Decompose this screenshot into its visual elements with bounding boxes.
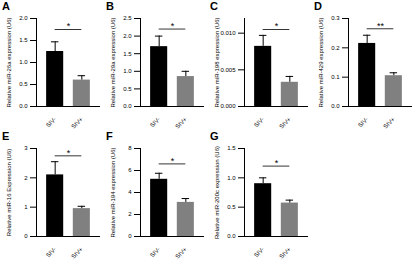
- html-text:F: F: [106, 130, 113, 142]
- svg-text:0.5: 0.5: [227, 204, 236, 210]
- svg-text:0.0: 0.0: [19, 103, 28, 109]
- svg-text:2: 2: [128, 211, 132, 217]
- svg-text:Relative miR-198 expression (U: Relative miR-198 expression (U6): [214, 17, 220, 107]
- svg-text:Relative miR-429 expression (U: Relative miR-429 expression (U6): [318, 17, 324, 107]
- svg-text:SIV+: SIV+: [278, 116, 292, 130]
- svg-text:SIV+: SIV+: [382, 116, 396, 130]
- svg-text:3: 3: [24, 145, 28, 151]
- svg-text:1.5: 1.5: [123, 51, 132, 57]
- svg-text:2.0: 2.0: [123, 33, 132, 39]
- svg-text:4: 4: [128, 189, 132, 195]
- svg-text:SIV-: SIV-: [45, 116, 57, 128]
- svg-text:SIV+: SIV+: [70, 116, 84, 130]
- svg-text:0.0: 0.0: [227, 233, 236, 239]
- svg-text:SIV+: SIV+: [278, 246, 292, 260]
- svg-text:2.0: 2.0: [19, 15, 28, 21]
- svg-text:2: 2: [24, 175, 28, 181]
- svg-text:0.000: 0.000: [220, 103, 236, 109]
- html-text:D: D: [314, 0, 322, 12]
- svg-text:Relative miR-29a expression (U: Relative miR-29a expression (U6): [110, 17, 116, 107]
- svg-text:*: *: [171, 156, 175, 166]
- svg-text:0.2: 0.2: [331, 45, 340, 51]
- svg-text:Relative miR-26a expression (U: Relative miR-26a expression (U6): [6, 17, 12, 107]
- svg-text:SIV-: SIV-: [45, 246, 57, 258]
- svg-text:0.010: 0.010: [220, 30, 236, 36]
- html-text:A: A: [2, 0, 10, 12]
- svg-text:1: 1: [24, 204, 28, 210]
- svg-text:SIV-: SIV-: [253, 116, 265, 128]
- svg-text:0.5: 0.5: [123, 86, 132, 92]
- svg-text:8: 8: [128, 145, 132, 151]
- html-text:G: G: [210, 130, 219, 142]
- svg-text:*: *: [275, 158, 279, 168]
- svg-text:SIV-: SIV-: [149, 246, 161, 258]
- svg-text:0.5: 0.5: [19, 81, 28, 87]
- svg-text:1.5: 1.5: [19, 37, 28, 43]
- svg-text:0.0: 0.0: [331, 103, 340, 109]
- svg-text:6: 6: [128, 167, 132, 173]
- svg-text:0: 0: [24, 233, 28, 239]
- svg-text:1.5: 1.5: [227, 145, 236, 151]
- svg-text:SIV+: SIV+: [174, 246, 188, 260]
- svg-text:SIV+: SIV+: [70, 246, 84, 260]
- svg-text:1.0: 1.0: [19, 59, 28, 65]
- svg-text:0.005: 0.005: [220, 67, 236, 73]
- svg-text:*: *: [275, 21, 279, 31]
- svg-text:SIV-: SIV-: [253, 246, 265, 258]
- svg-text:0.3: 0.3: [331, 15, 340, 21]
- html-text:B: B: [106, 0, 114, 12]
- svg-text:0.1: 0.1: [331, 74, 340, 80]
- svg-text:SIV-: SIV-: [149, 116, 161, 128]
- svg-text:SIV-: SIV-: [357, 116, 369, 128]
- svg-text:*: *: [67, 148, 71, 158]
- svg-text:2.5: 2.5: [123, 15, 132, 21]
- svg-text:1.0: 1.0: [227, 175, 236, 181]
- html-text:C: C: [210, 0, 218, 12]
- html-text:E: E: [2, 130, 10, 142]
- svg-text:*: *: [67, 21, 71, 31]
- svg-text:0: 0: [128, 233, 132, 239]
- svg-text:Relative miR-16 Expression (U6: Relative miR-16 Expression (U6): [6, 149, 12, 236]
- svg-text:Relative miR-200c expression (: Relative miR-200c expression (U6): [214, 146, 220, 239]
- svg-text:*: *: [171, 21, 175, 31]
- svg-text:SIV+: SIV+: [174, 116, 188, 130]
- svg-text:**: **: [377, 21, 385, 31]
- svg-text:1.0: 1.0: [123, 68, 132, 74]
- svg-text:Relative miR-194 expression (U: Relative miR-194 expression (U6): [110, 147, 116, 237]
- svg-text:0.0: 0.0: [123, 103, 132, 109]
